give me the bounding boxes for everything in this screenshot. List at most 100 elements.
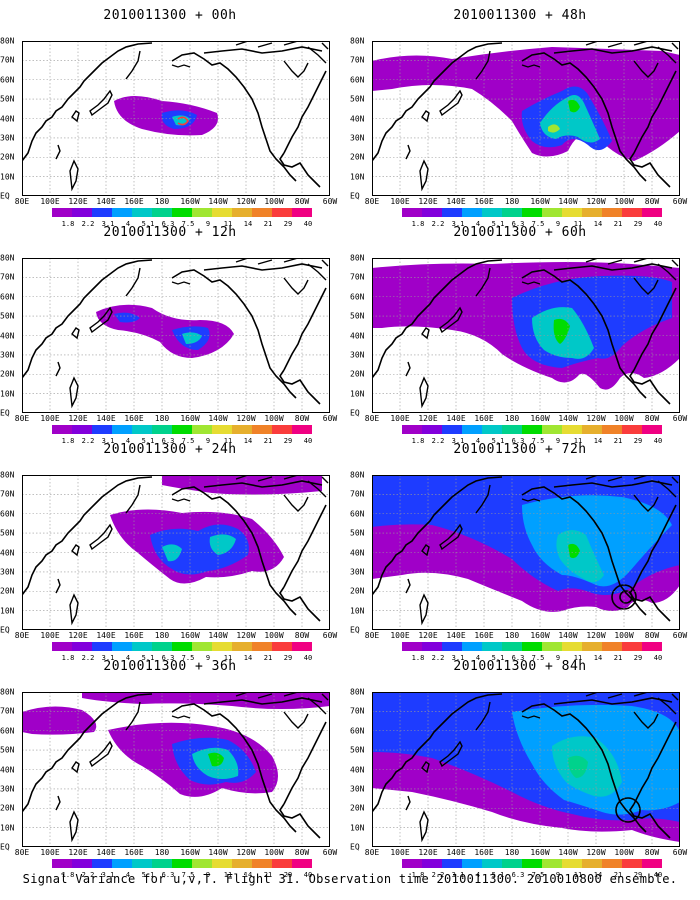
colorbar-swatch (442, 208, 462, 217)
longitude-label: 120W (236, 631, 256, 640)
colorbar-swatch (542, 859, 562, 868)
colorbar-label: 9 (205, 437, 211, 445)
longitude-label: 160E (474, 197, 494, 206)
variance-contour (162, 544, 182, 562)
colorbar-label: 3.1 (451, 220, 465, 228)
colorbar-label: 5.1 (141, 437, 155, 445)
colorbar-label: 6.3 (161, 437, 175, 445)
colorbar-label: 7.5 (181, 871, 195, 879)
colorbar-label: 5.1 (491, 654, 505, 662)
colorbar-label: 2.2 (431, 871, 445, 879)
longitude-label: 120E (68, 631, 88, 640)
colorbar (402, 208, 662, 217)
colorbar-swatch (252, 642, 272, 651)
longitude-label: 80W (644, 197, 660, 206)
longitude-label: 160E (124, 414, 144, 423)
latitude-label: 30N (350, 567, 365, 577)
map-frame (22, 41, 330, 196)
panel-title: 2010011300 + 60h (453, 225, 587, 240)
variance-contour (548, 124, 560, 133)
colorbar-label: 5.1 (141, 871, 155, 879)
longitude-label: 160W (530, 631, 550, 640)
longitude-label: 120W (236, 197, 256, 206)
map-frame (372, 258, 680, 413)
colorbar-swatch (482, 642, 502, 651)
colorbar-label: 11 (223, 871, 233, 879)
colorbar-label: 6.3 (161, 654, 175, 662)
colorbar-label: 29 (633, 437, 643, 445)
longitude-label: 60W (322, 848, 338, 857)
colorbar-label: 6.3 (511, 220, 525, 228)
colorbar-label: 2.2 (81, 437, 95, 445)
longitude-label: 160W (180, 848, 200, 857)
longitude-label: 100W (264, 197, 284, 206)
longitude-label: 80W (294, 848, 310, 857)
colorbar-swatch (422, 642, 442, 651)
latitude-label: EQ (0, 842, 10, 852)
longitude-label: 180 (154, 197, 170, 206)
colorbar-swatch (402, 425, 422, 434)
colorbar-label: 11 (223, 220, 233, 228)
longitude-label: 80W (644, 414, 660, 423)
colorbar-label: 1.8 (411, 437, 425, 445)
colorbar (402, 642, 662, 651)
longitude-label: 180 (504, 414, 520, 423)
colorbar-label: 21 (613, 654, 623, 662)
latitude-label: 40N (0, 331, 15, 340)
longitude-label: 80W (294, 197, 310, 206)
colorbar-label: 40 (653, 654, 663, 662)
colorbar-swatch (132, 642, 152, 651)
latitude-label: 50N (0, 311, 15, 321)
latitude-label: 80N (0, 470, 15, 480)
longitude-label: 160E (474, 848, 494, 857)
longitude-label: 100W (264, 414, 284, 423)
colorbar-swatch (212, 208, 232, 217)
panel-title: 2010011300 + 72h (453, 442, 587, 457)
colorbar-swatch (232, 425, 252, 434)
colorbar-swatch (152, 208, 172, 217)
longitude-label: 60W (322, 631, 338, 640)
variance-contour (553, 318, 570, 344)
colorbar-label: 14 (593, 654, 603, 662)
longitude-label: 80E (14, 197, 30, 206)
longitude-label: 160W (530, 414, 550, 423)
latitude-label: 70N (0, 272, 15, 282)
latitude-label: 60N (350, 726, 365, 736)
latitude-label: EQ (350, 625, 360, 635)
variance-contour (82, 692, 330, 709)
latitude-label: 30N (350, 784, 365, 794)
colorbar-label: 5.1 (141, 654, 155, 662)
map-area (22, 692, 330, 847)
longitude-label: 160E (474, 414, 494, 423)
colorbar-swatch (442, 425, 462, 434)
colorbar-label: 14 (593, 437, 603, 445)
colorbar-swatch (52, 208, 72, 217)
map-area (372, 258, 680, 413)
colorbar-label: 9 (555, 437, 561, 445)
map-frame (372, 475, 680, 630)
colorbar-swatch (542, 425, 562, 434)
colorbar-label: 11 (573, 654, 583, 662)
colorbar-label: 40 (653, 437, 663, 445)
latitude-label: 50N (350, 745, 365, 755)
colorbar-swatch (642, 642, 662, 651)
latitude-label: 50N (0, 94, 15, 104)
colorbar-label: 40 (653, 220, 663, 228)
colorbar-swatch (192, 425, 212, 434)
colorbar-swatch (582, 208, 602, 217)
panel-title: 2010011300 + 36h (103, 659, 237, 674)
colorbar-label: 29 (633, 871, 643, 879)
longitude-label: 140E (96, 197, 116, 206)
longitude-label: 60W (322, 414, 338, 423)
colorbar-swatch (502, 425, 522, 434)
longitude-label: 100W (264, 631, 284, 640)
latitude-label: 60N (0, 292, 15, 302)
colorbar-swatch (132, 208, 152, 217)
longitude-label: 160W (530, 848, 550, 857)
longitude-label: 100E (40, 197, 60, 206)
longitude-label: 60W (322, 197, 338, 206)
map-panel: 2010011300 + 48h 80N 70N 60N 50N 40N 30N 20N 10N… (350, 0, 700, 228)
colorbar-swatch (52, 859, 72, 868)
variance-map (22, 475, 330, 630)
latitude-label: 20N (350, 369, 365, 379)
